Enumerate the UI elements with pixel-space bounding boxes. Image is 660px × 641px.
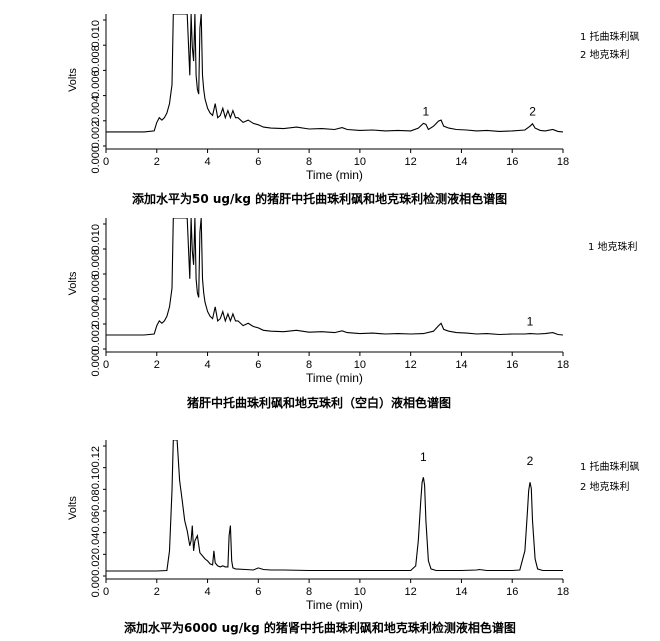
panel-3-x-tick-label-14: 14: [455, 586, 467, 598]
panel-3-y-tick-label: 0.06: [90, 511, 102, 532]
panel-1-peak-label-2: 2: [529, 104, 536, 118]
panel-3-x-tick-label-4: 4: [204, 586, 210, 598]
panel-1-x-tick-label-6: 6: [255, 156, 261, 168]
panel-3-y-tick-label: 0.12: [90, 446, 102, 467]
panel-3-x-tick-label-2: 2: [154, 586, 160, 598]
panel-1-y-tick-label: 0.010: [90, 20, 102, 48]
panel-1-legend-entry: 2 地克珠利: [580, 48, 630, 61]
panel-1-x-tick-label-8: 8: [306, 156, 312, 168]
panel-3-y-tick-label: 0.00: [90, 576, 102, 597]
panel-2-y-tick-label: 0.010: [90, 224, 102, 252]
panel-1-x-tick-label-4: 4: [204, 156, 210, 168]
panel-2-x-tick-label-6: 6: [255, 359, 261, 371]
panel-3-x-tick-label-0: 0: [103, 586, 109, 598]
panel-1-peak-label-1: 1: [423, 104, 430, 118]
panel-3-x-tick-label-6: 6: [255, 586, 261, 598]
panel-3-y-tick-label: 0.04: [90, 533, 102, 554]
panel-1-y-tick-label: 0.004: [90, 96, 102, 124]
panel-3-chromatogram-trace: [106, 440, 563, 572]
panel-3-peak-label-1: 1: [420, 450, 427, 464]
panel-1-x-tick-label-10: 10: [354, 156, 366, 168]
panel-1-chromatogram-trace: [106, 14, 563, 133]
panel-1-y-tick-label: 0.008: [90, 45, 102, 73]
panel-1-y-tick-label: 0.002: [90, 121, 102, 149]
panel-2-y-tick-label: 0.004: [90, 299, 102, 327]
panel-3-y-tick-label: 0.08: [90, 489, 102, 510]
panel-2-chromatogram-trace: [106, 218, 563, 336]
panel-1-y-axis-label: Volts: [67, 68, 79, 92]
caption-2: 猪肝中托曲珠利砜和地克珠利（空白）液相色谱图: [187, 396, 452, 410]
panel-1-x-tick-label-2: 2: [154, 156, 160, 168]
panel-3-peak-label-2: 2: [527, 454, 534, 468]
panel-3-x-tick-label-16: 16: [506, 586, 518, 598]
panel-2-x-tick-label-14: 14: [455, 359, 467, 371]
panel-3-y-tick-label: 0.10: [90, 468, 102, 489]
panel-2-x-tick-label-12: 12: [405, 359, 417, 371]
panel-3-x-tick-label-8: 8: [306, 586, 312, 598]
panel-1-x-tick-label-18: 18: [557, 156, 569, 168]
panel-2-y-axis-label: Volts: [67, 271, 79, 295]
panel-3-legend-entry: 2 地克珠利: [580, 480, 630, 493]
panel-2-y-tick-label: 0.002: [90, 324, 102, 352]
panel-3-legend-entry: 1 托曲珠利砜: [580, 460, 640, 473]
panel-1-legend-entry: 1 托曲珠利砜: [580, 30, 640, 43]
panel-2-x-tick-label-18: 18: [557, 359, 569, 371]
panel-2-x-tick-label-8: 8: [306, 359, 312, 371]
panel-3-x-axis-label: Time (min): [306, 598, 363, 612]
panel-3-x-tick-label-10: 10: [354, 586, 366, 598]
panel-2-y-tick-label: 0.006: [90, 274, 102, 302]
panel-3-x-tick-label-18: 18: [557, 586, 569, 598]
panel-1-x-tick-label-16: 16: [506, 156, 518, 168]
caption-3: 添加水平为6000 ug/kg 的猪肾中托曲珠利砜和地克珠利检测液相色谱图: [124, 621, 516, 635]
panel-1-y-tick-label: 0.000: [90, 146, 102, 174]
panel-3-y-tick-label: 0.02: [90, 554, 102, 575]
panel-1-x-tick-label-0: 0: [103, 156, 109, 168]
panel-1-y-tick-label: 0.006: [90, 70, 102, 98]
panel-2-legend-entry: 1 地克珠利: [588, 240, 638, 253]
panel-2-peak-label-1: 1: [527, 315, 534, 329]
panel-2-y-tick-label: 0.008: [90, 249, 102, 277]
panel-2-x-tick-label-4: 4: [204, 359, 210, 371]
panel-1-x-tick-label-14: 14: [455, 156, 467, 168]
panel-2-x-tick-label-2: 2: [154, 359, 160, 371]
panel-3-y-axis-label: Volts: [67, 496, 79, 520]
panel-2-x-axis-label: Time (min): [306, 371, 363, 385]
panel-2-y-tick-label: 0.000: [90, 349, 102, 377]
panel-2-x-tick-label-10: 10: [354, 359, 366, 371]
panel-1-x-axis-label: Time (min): [306, 168, 363, 182]
panel-2-x-tick-label-16: 16: [506, 359, 518, 371]
panel-1-x-tick-label-12: 12: [405, 156, 417, 168]
caption-1: 添加水平为50 ug/kg 的猪肝中托曲珠利砜和地克珠利检测液相色谱图: [132, 192, 508, 206]
panel-2-x-tick-label-0: 0: [103, 359, 109, 371]
panel-3-x-tick-label-12: 12: [405, 586, 417, 598]
